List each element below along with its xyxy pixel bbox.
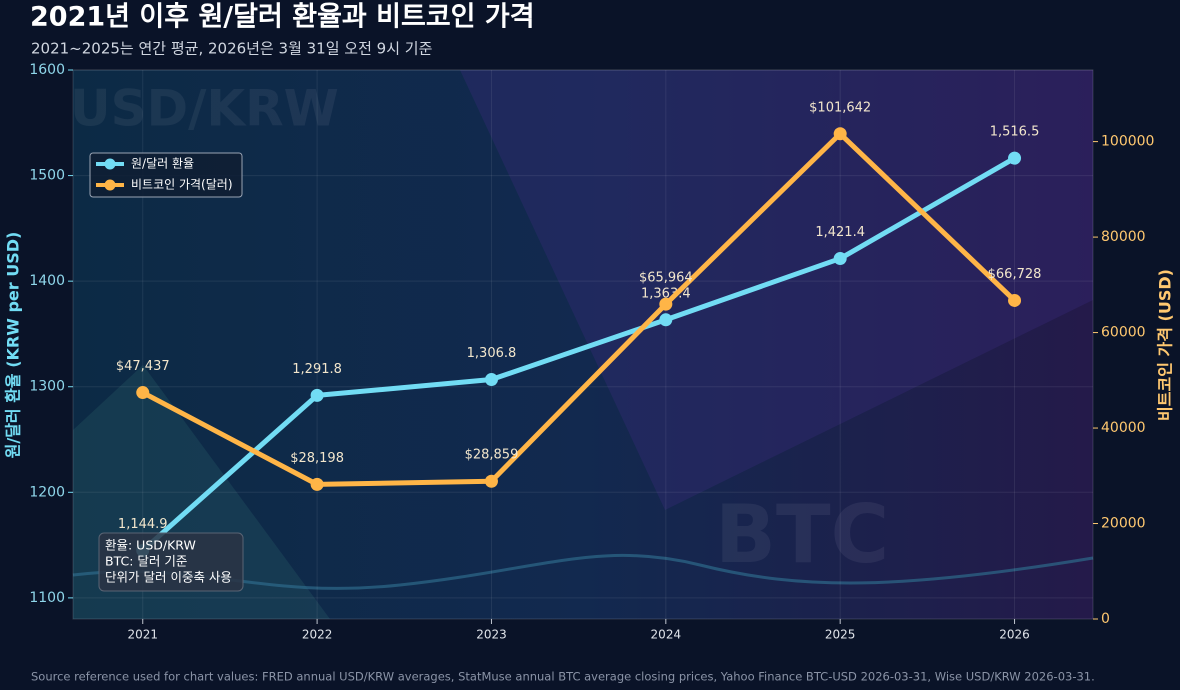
data-label: 1,421.4 xyxy=(815,225,865,240)
chart-title: 2021년 이후 원/달러 환율과 비트코인 가격 xyxy=(30,2,535,33)
legend-swatch xyxy=(104,158,116,170)
data-label: 1,291.8 xyxy=(292,362,342,377)
legend-box xyxy=(89,152,243,198)
y-tick-label: 1100 xyxy=(29,590,65,606)
y2-axis-label: 비트코인 가격 (USD) xyxy=(1156,269,1175,421)
data-label: $65,964 xyxy=(639,271,693,286)
data-label: 1,306.8 xyxy=(467,346,517,361)
data-point xyxy=(310,477,324,491)
data-point xyxy=(833,127,847,141)
data-label: $47,437 xyxy=(116,359,170,374)
x-tick-label: 2022 xyxy=(302,628,333,642)
data-point xyxy=(833,252,847,266)
legend-label: 원/달러 환율 xyxy=(131,157,194,171)
data-point xyxy=(659,313,673,327)
watermark: USD/KRW xyxy=(70,80,339,138)
series-line xyxy=(141,155,1016,553)
y2-tick-label: 80000 xyxy=(1101,229,1146,245)
x-tick-label: 2026 xyxy=(999,628,1030,642)
data-point xyxy=(484,474,498,488)
data-point xyxy=(1008,293,1022,307)
y-tick-label: 1500 xyxy=(29,168,65,184)
y-tick-label: 1600 xyxy=(29,62,65,78)
source-note: Source reference used for chart values: … xyxy=(31,670,1095,684)
annotation-box xyxy=(98,532,244,592)
data-label: 1,144.9 xyxy=(118,517,168,532)
legend-label: 비트코인 가격(달러) xyxy=(131,178,233,192)
y-tick-label: 1400 xyxy=(29,273,65,289)
data-point xyxy=(659,297,673,311)
x-tick-label: 2025 xyxy=(825,628,856,642)
x-tick-label: 2021 xyxy=(127,628,158,642)
y-tick-label: 1200 xyxy=(29,484,65,500)
annotation-text: 환율: USD/KRW xyxy=(105,538,196,553)
y2-tick-label: 0 xyxy=(1101,611,1110,627)
data-label: $66,728 xyxy=(988,267,1042,282)
plot-frame xyxy=(72,69,1094,620)
decoration xyxy=(460,70,1093,510)
data-label: $28,859 xyxy=(465,448,519,463)
data-point xyxy=(484,373,498,387)
y-tick-label: 1300 xyxy=(29,379,65,395)
data-label: $28,198 xyxy=(290,451,344,466)
legend-swatch xyxy=(104,179,116,191)
data-label: 1,516.5 xyxy=(990,125,1040,140)
data-point xyxy=(310,388,324,402)
data-point xyxy=(1008,151,1022,165)
annotation-text: 단위가 달러 이중축 사용 xyxy=(105,570,232,585)
data-point xyxy=(136,386,150,400)
x-tick-label: 2023 xyxy=(476,628,507,642)
annotation-text: BTC: 달러 기준 xyxy=(105,554,187,569)
chart-subtitle: 2021~2025는 연간 평균, 2026년은 3월 31일 오전 9시 기준 xyxy=(31,40,433,58)
y2-tick-label: 40000 xyxy=(1101,420,1146,436)
y-axis-label: 원/달러 환율 (KRW per USD) xyxy=(4,232,23,459)
y2-tick-label: 20000 xyxy=(1101,516,1146,532)
x-tick-label: 2024 xyxy=(651,628,682,642)
y2-tick-label: 60000 xyxy=(1101,325,1146,341)
plot-background xyxy=(73,70,1093,619)
y2-tick-label: 100000 xyxy=(1101,134,1154,150)
series-line xyxy=(141,131,1017,487)
watermark: BTC xyxy=(715,488,889,581)
data-label: $101,642 xyxy=(809,100,871,115)
